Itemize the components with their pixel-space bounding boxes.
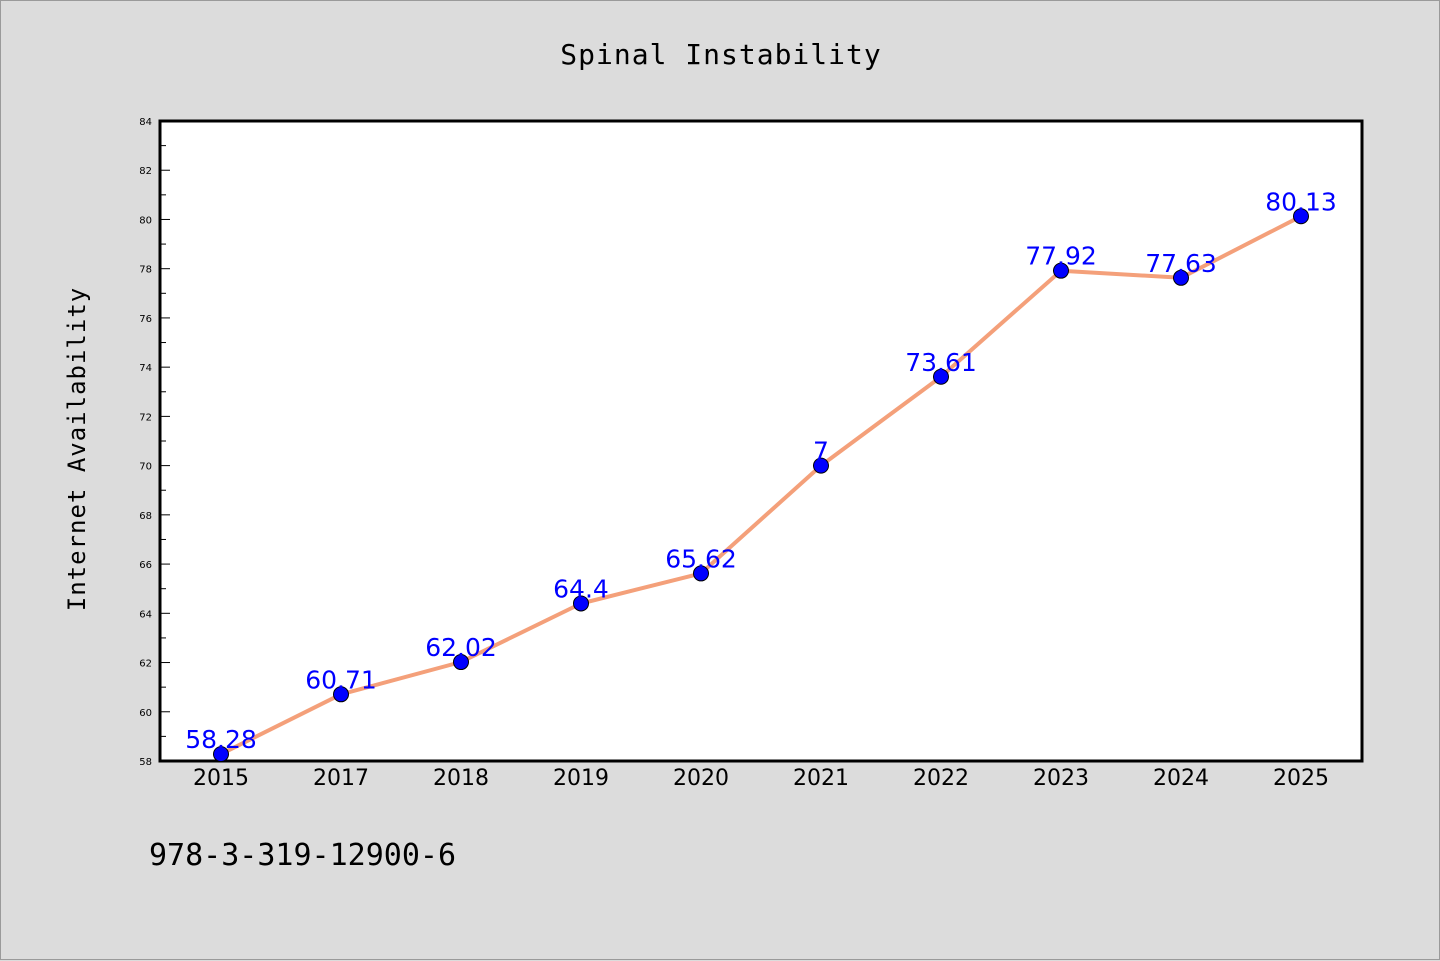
data-markers <box>213 208 1309 763</box>
y-tick-label: 66 <box>139 560 152 571</box>
y-tick-label: 60 <box>139 708 152 719</box>
y-tick-label: 64 <box>139 609 152 620</box>
x-axis-ticks: 2015 2017 2018 2019 2020 2021 2022 2023 2024 2025 <box>193 766 1329 791</box>
y-tick-label: 80 <box>139 215 152 226</box>
x-tick-label: 2017 <box>313 766 369 791</box>
x-tick-label: 2019 <box>553 766 609 791</box>
data-labels: 58.28 60.71 62.02 64.4 65.62 7 73.61 77.92 77.63… <box>185 187 1337 754</box>
plot-area <box>158 119 1364 763</box>
x-tick-label: 2021 <box>793 766 849 791</box>
chart-title: Spinal Instability <box>560 38 881 71</box>
data-point <box>813 457 829 474</box>
data-label: 73.61 <box>905 348 977 377</box>
data-label: 62.02 <box>425 633 497 662</box>
data-point <box>573 595 589 612</box>
x-tick-label: 2020 <box>673 766 729 791</box>
x-tick-label: 2015 <box>193 766 249 791</box>
x-tick-label: 2018 <box>433 766 489 791</box>
x-tick-label: 2023 <box>1033 766 1089 791</box>
y-tick-label: 62 <box>139 659 152 670</box>
x-tick-label: 2022 <box>913 766 969 791</box>
data-point <box>1053 262 1069 279</box>
data-label: 65.62 <box>665 544 737 573</box>
data-point <box>213 746 229 763</box>
series-line <box>219 214 1303 757</box>
y-tick-label: 74 <box>139 363 152 374</box>
data-point <box>933 368 949 385</box>
y-tick-label: 78 <box>139 265 152 276</box>
y-axis-ticks: 58 60 62 64 66 68 70 72 74 76 78 80 82 84 <box>139 117 170 768</box>
data-label: 64.4 <box>553 574 609 603</box>
data-point <box>453 654 469 671</box>
data-point <box>693 565 709 582</box>
y-tick-label: 68 <box>139 511 152 522</box>
data-point <box>333 686 349 703</box>
y-axis-label: Internet Availability <box>63 287 91 611</box>
data-label: 77.63 <box>1145 249 1217 278</box>
data-point <box>1173 269 1189 286</box>
y-tick-label: 58 <box>139 757 152 768</box>
x-tick-label: 2024 <box>1153 766 1209 791</box>
data-label: 58.28 <box>185 725 257 754</box>
y-tick-label: 70 <box>139 462 152 473</box>
data-point <box>1293 208 1309 225</box>
footer-isbn: 978-3-319-12900-6 <box>149 838 456 873</box>
x-tick-label: 2025 <box>1273 766 1329 791</box>
data-label: 7 <box>813 437 829 466</box>
y-tick-label: 84 <box>139 117 152 128</box>
data-label: 77.92 <box>1025 242 1097 271</box>
y-tick-label: 72 <box>139 412 152 423</box>
y-tick-label: 82 <box>139 166 152 177</box>
data-label: 80.13 <box>1265 187 1337 216</box>
y-tick-label: 76 <box>139 314 152 325</box>
data-label: 60.71 <box>305 665 377 694</box>
